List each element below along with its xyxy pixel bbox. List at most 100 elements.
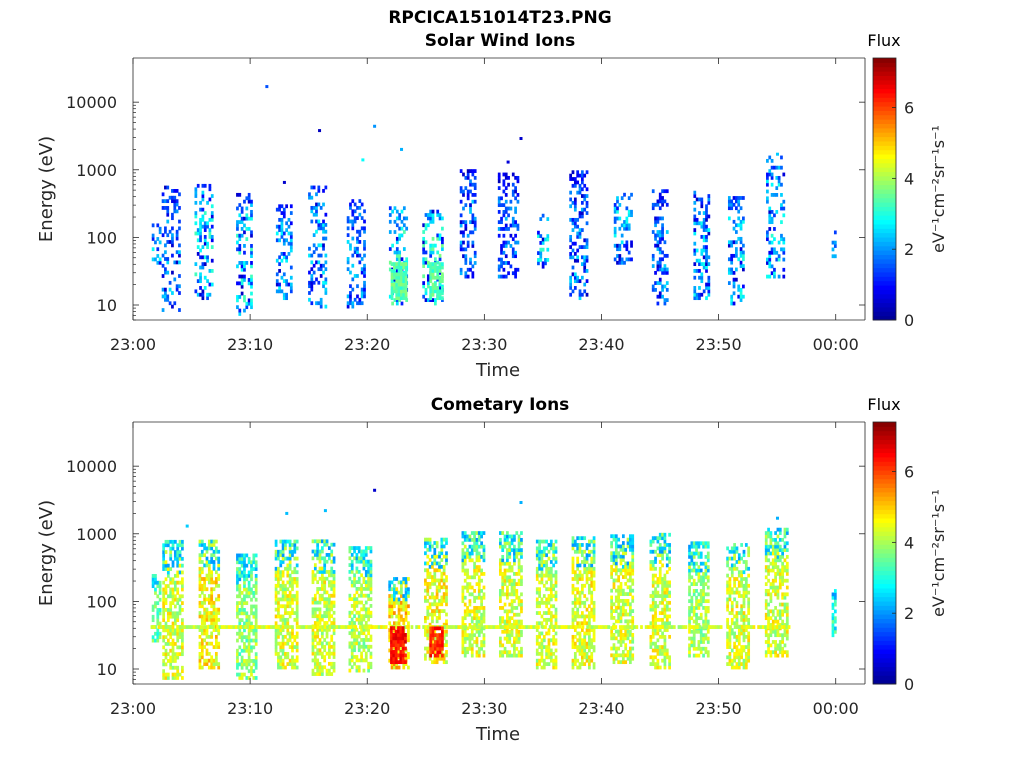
spectrogram-pixel (166, 594, 170, 599)
spectrogram-pixel (200, 651, 204, 656)
spectrogram-pixel (578, 604, 582, 609)
spectrogram-pixel (580, 211, 584, 215)
spectrogram-pixel (506, 629, 509, 634)
spectrogram-pixel (554, 556, 558, 561)
spectrogram-pixel (656, 648, 660, 653)
spectrogram-pixel (730, 243, 734, 248)
spectrogram-pixel (277, 597, 280, 602)
spectrogram-pixel (328, 655, 331, 659)
spectrogram-pixel (620, 240, 624, 245)
spectrogram-pixel (732, 277, 736, 282)
spectrogram-pixel (274, 641, 278, 646)
spectrogram-pixel (428, 544, 432, 549)
spectrogram-pixel (277, 604, 280, 609)
spectrogram-pixel (442, 629, 446, 634)
spectrogram-pixel (355, 546, 359, 550)
spectrogram-pixel (554, 611, 558, 615)
spectrogram-pixel (585, 241, 589, 246)
spectrogram-pixel (278, 224, 281, 229)
spectrogram-pixel (388, 594, 392, 598)
spectrogram-pixel (252, 553, 256, 558)
spectrogram-pixel (542, 563, 546, 568)
spectrogram-pixel (367, 597, 370, 602)
spectrogram-pixel (504, 216, 508, 221)
colorbar-swatch (873, 75, 896, 81)
spectrogram-pixel (254, 577, 258, 582)
spectrogram-pixel (466, 169, 470, 173)
spectrogram-pixel (196, 252, 200, 256)
spectrogram-pixel (661, 600, 664, 605)
spectrogram-pixel (665, 600, 669, 605)
spectrogram-pixel (665, 270, 669, 275)
spectrogram-pixel (431, 660, 434, 665)
spectrogram-pixel (279, 614, 283, 619)
spectrogram-pixel (397, 665, 401, 670)
spectrogram-pixel (288, 563, 292, 568)
spectrogram-pixel (364, 634, 368, 639)
spectrogram-pixel (482, 606, 486, 610)
spectrogram-pixel (245, 645, 249, 650)
spectrogram-pixel (445, 561, 448, 566)
spectrogram-pixel (549, 638, 553, 643)
spectrogram-pixel (289, 282, 293, 287)
spectrogram-pixel (651, 539, 655, 544)
spectrogram-pixel (369, 546, 373, 550)
spectrogram-pixel (245, 659, 249, 663)
spectrogram-pixel (780, 237, 783, 242)
spectrogram-pixel (424, 240, 428, 245)
spectrogram-pixel (516, 193, 520, 197)
spectrogram-pixel (166, 206, 170, 210)
spectrogram-pixel (506, 548, 509, 552)
spectrogram-pixel (654, 604, 657, 609)
spectrogram-pixel (619, 605, 623, 610)
spectrogram-pixel (198, 560, 202, 564)
spectrogram-pixel (395, 223, 399, 228)
spectrogram-pixel (585, 258, 589, 263)
spectrogram-pixel (364, 580, 368, 584)
spectrogram-pixel (176, 669, 180, 674)
spectrogram-pixel (330, 587, 334, 591)
spectrogram-pixel (445, 650, 448, 654)
spectrogram-pixel (168, 301, 172, 306)
spectrogram-pixel (578, 543, 582, 547)
spectrogram-pixel (212, 566, 216, 571)
spectrogram-pixel (281, 665, 285, 670)
spectrogram-pixel (346, 226, 350, 231)
spectrogram-pixel (330, 644, 334, 649)
spectrogram-pixel (515, 595, 519, 600)
spectrogram-pixel (661, 223, 664, 228)
spectrogram-pixel (507, 261, 510, 265)
spectrogram-pixel (424, 226, 428, 231)
spectrogram-pixel (654, 573, 657, 578)
spectrogram-pixel (351, 263, 355, 268)
spectrogram-pixel (554, 549, 558, 554)
spectrogram-pixel (651, 577, 655, 581)
spectrogram-pixel (169, 611, 173, 616)
spectrogram-pixel (552, 546, 556, 551)
spectrogram-pixel (583, 634, 587, 639)
spectrogram-pixel (435, 544, 439, 549)
spectrogram-pixel (732, 284, 736, 289)
spectrogram-pixel (504, 261, 508, 265)
spectrogram-pixel (250, 611, 253, 616)
spectrogram-pixel (393, 600, 396, 605)
spectrogram-pixel (288, 638, 292, 643)
spectrogram-pixel (390, 289, 394, 294)
spectrogram-pixel (199, 217, 202, 222)
spectrogram-pixel (693, 214, 697, 219)
spectrogram-pixel (169, 550, 173, 554)
spectrogram-pixel (656, 645, 660, 649)
spectrogram-pixel (626, 629, 630, 634)
spectrogram-pixel (325, 607, 329, 612)
spectrogram-pixel (535, 611, 539, 615)
spectrogram-pixel (514, 233, 517, 238)
spectrogram-pixel (310, 219, 314, 224)
spectrogram-pixel (732, 240, 736, 245)
spectrogram-pixel (212, 580, 216, 585)
spectrogram-pixel (364, 563, 368, 567)
spectrogram-pixel (463, 578, 467, 583)
spectrogram-pixel (473, 199, 477, 204)
spectrogram-pixel (178, 580, 182, 585)
spectrogram-pixel (590, 600, 594, 605)
spectrogram-pixel (549, 594, 553, 598)
